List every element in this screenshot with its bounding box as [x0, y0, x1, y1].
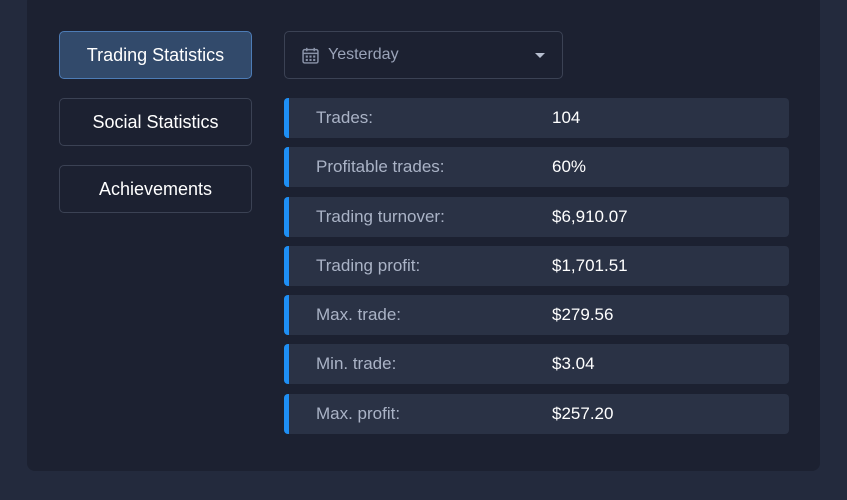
stat-value: $3.04	[552, 354, 595, 374]
stat-label: Max. trade:	[316, 305, 402, 325]
stat-row-max-profit: Max. profit: $257.20	[284, 393, 789, 434]
stat-value: 60%	[552, 157, 587, 177]
stat-row-trading-profit: Trading profit: $1,701.51	[284, 245, 789, 286]
stat-label: Profitable trades:	[316, 157, 445, 177]
tab-social-statistics-label: Social Statistics	[92, 111, 219, 132]
row-accent	[284, 245, 289, 286]
stat-row-profitable-trades: Profitable trades: 60%	[284, 147, 789, 188]
stat-value: $257.20	[552, 403, 614, 423]
stat-label: Max. profit:	[316, 403, 401, 423]
stat-row-trading-turnover: Trading turnover: $6,910.07	[284, 196, 789, 237]
tab-trading-statistics[interactable]: Trading Statistics	[59, 31, 252, 79]
stat-row-min-trade: Min. trade: $3.04	[284, 344, 789, 385]
tab-social-statistics[interactable]: Social Statistics	[59, 98, 252, 146]
chevron-down-icon	[535, 52, 545, 58]
calendar-icon	[302, 47, 319, 64]
tab-achievements[interactable]: Achievements	[59, 165, 252, 213]
period-dropdown-value: Yesterday	[328, 46, 399, 63]
stat-row-max-trade: Max. trade: $279.56	[284, 295, 789, 336]
tab-achievements-label: Achievements	[98, 178, 213, 199]
stat-value: $279.56	[552, 305, 614, 325]
row-accent	[284, 393, 289, 434]
row-accent	[284, 196, 289, 237]
stat-label: Trades:	[316, 108, 374, 127]
tab-trading-statistics-label: Trading Statistics	[86, 44, 225, 65]
row-accent	[284, 147, 289, 188]
stat-label: Trading turnover:	[316, 206, 445, 226]
period-dropdown[interactable]: Yesterday	[284, 31, 563, 79]
stat-value: $6,910.07	[552, 206, 628, 226]
row-accent	[284, 98, 289, 138]
row-accent	[284, 295, 289, 336]
stat-label: Min. trade:	[316, 354, 397, 374]
stats-list: Trades: 104 Profitable trades: 60% Tradi…	[284, 98, 789, 443]
stat-value: $1,701.51	[552, 255, 628, 275]
stat-value: 104	[552, 108, 581, 127]
stat-label: Trading profit:	[316, 255, 421, 275]
row-accent	[284, 344, 289, 385]
stat-row-trades: Trades: 104	[284, 98, 789, 138]
